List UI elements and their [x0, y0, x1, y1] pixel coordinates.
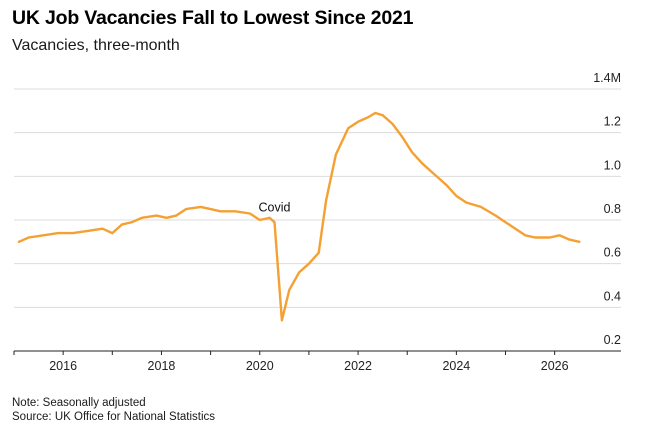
series-layer: [17, 111, 581, 322]
covid-annotation: Covid: [259, 200, 291, 214]
y-tick-label: 0.4: [604, 289, 621, 303]
x-tick-label: 2024: [442, 359, 470, 373]
x-tick-label: 2026: [541, 359, 569, 373]
annotations: Covid: [259, 200, 291, 214]
chart-title: UK Job Vacancies Fall to Lowest Since 20…: [12, 7, 414, 29]
y-tick-label: 0.2: [604, 333, 621, 347]
y-tick-label: 1.0: [604, 158, 621, 172]
y-tick-label: 1.2: [604, 115, 621, 129]
x-tick-label: 2016: [49, 359, 77, 373]
gridlines: [14, 88, 621, 308]
chart-subtitle: Vacancies, three-month: [12, 37, 180, 54]
x-axis: 2016 2018 2020 2022 2024 2026: [13, 350, 621, 373]
note-text: Note: Seasonally adjusted: [12, 397, 146, 409]
y-tick-label: 0.6: [604, 246, 621, 260]
x-tick-label: 2022: [344, 359, 372, 373]
y-axis-ticks: 0.2 0.4 0.6 0.8 1.0 1.2 1.4M: [593, 71, 621, 347]
y-tick-label: 0.8: [604, 202, 621, 216]
series-line: [17, 111, 581, 322]
x-tick-label: 2020: [246, 359, 274, 373]
y-tick-label: 1.4M: [593, 71, 621, 85]
x-tick-label: 2018: [148, 359, 176, 373]
source-text: Source: UK Office for National Statistic…: [12, 411, 216, 423]
